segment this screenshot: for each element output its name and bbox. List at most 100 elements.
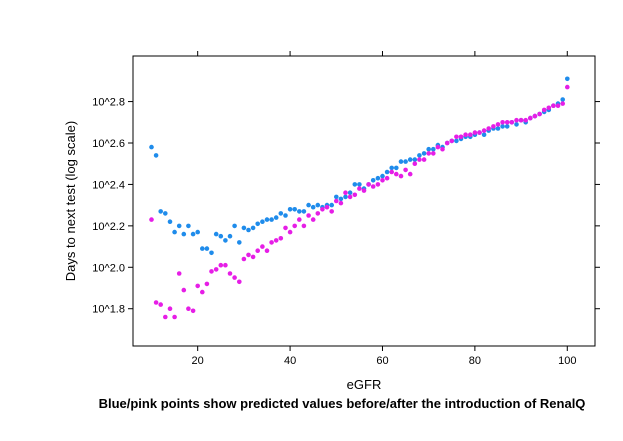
after-point [468,132,473,137]
before-point [153,153,159,158]
before-point [172,229,177,235]
after-point [541,107,547,113]
before-point [273,215,279,220]
after-point [504,120,510,125]
after-point [223,262,228,268]
after-point [213,267,219,272]
before-point [264,217,270,222]
after-point [283,225,288,231]
after-point [454,134,459,140]
before-point [334,194,339,200]
after-point [186,306,191,312]
x-tick-label: 40 [284,355,296,367]
after-point [158,302,163,307]
before-point [315,202,321,208]
before-point [181,231,187,237]
before-point [500,124,505,129]
before-point [329,202,335,208]
after-point [370,184,376,189]
before-point [223,238,228,243]
after-point [458,134,464,140]
after-point [292,223,298,229]
before-point [417,153,422,158]
before-point [292,207,298,212]
after-point [389,169,395,175]
after-point [241,256,247,262]
x-axis-title: eGFR [347,377,382,392]
after-point [278,236,284,241]
before-point [398,159,404,164]
after-point [264,248,270,253]
after-point [306,213,311,218]
after-point [269,240,274,245]
after-point [491,124,496,129]
after-point [537,111,542,117]
after-point [209,269,214,274]
before-point [255,221,260,227]
before-point [412,157,418,162]
before-point [421,151,427,156]
before-point [352,182,358,187]
after-point [260,244,265,249]
x-tick-label: 60 [376,355,388,367]
after-point [232,275,237,280]
after-point [338,200,344,206]
before-point [167,219,173,224]
before-point [403,159,408,164]
before-point [357,182,362,187]
before-point [287,207,293,212]
before-point [149,144,154,150]
y-tick-label: 10^2.6 [92,138,125,150]
y-tick-label: 10^1.8 [92,304,125,316]
after-point [417,157,422,162]
y-axis-ticks: 10^1.8 10^2.0 10^2.2 10^2.4 10^2.6 10^2.8 [92,97,600,316]
before-point [283,213,288,218]
y-tick-label: 10^2.4 [92,179,125,191]
after-point [375,182,381,187]
after-point [477,130,482,135]
before-point [343,194,348,200]
after-point [357,186,362,191]
after-point [500,120,505,125]
after-point [394,171,399,177]
after-point [200,289,205,295]
after-point [255,248,260,253]
before-point [176,223,182,229]
y-tick-label: 10^2.2 [92,221,125,233]
before-point [380,173,385,179]
after-point [347,194,353,200]
x-tick-label: 20 [192,355,204,367]
before-point [213,231,219,237]
after-point [384,175,390,181]
before-point [560,97,565,102]
after-point [149,217,154,222]
before-point [232,223,237,229]
after-point [218,262,224,268]
after-point [440,146,445,152]
after-point [532,113,538,119]
x-axis-ticks: 20 40 60 80 100 [192,51,576,367]
after-point [297,217,302,222]
before-point [186,223,191,229]
before-point [278,211,284,216]
after-point [403,167,408,173]
before-point [565,76,570,82]
before-point [426,146,432,152]
after-point [398,173,404,179]
after-point [528,115,533,121]
after-point [176,271,182,276]
after-point [380,178,385,183]
before-point [347,190,353,195]
after-point [509,120,515,125]
plot-frame [132,55,596,347]
after-point [560,101,565,106]
after-point [555,103,561,108]
y-tick-label: 10^2.0 [92,262,125,274]
before-point [306,202,311,208]
after-point [301,223,307,229]
before-point [218,233,224,239]
after-point [495,122,501,127]
after-point [449,138,455,144]
after-point [472,130,478,135]
